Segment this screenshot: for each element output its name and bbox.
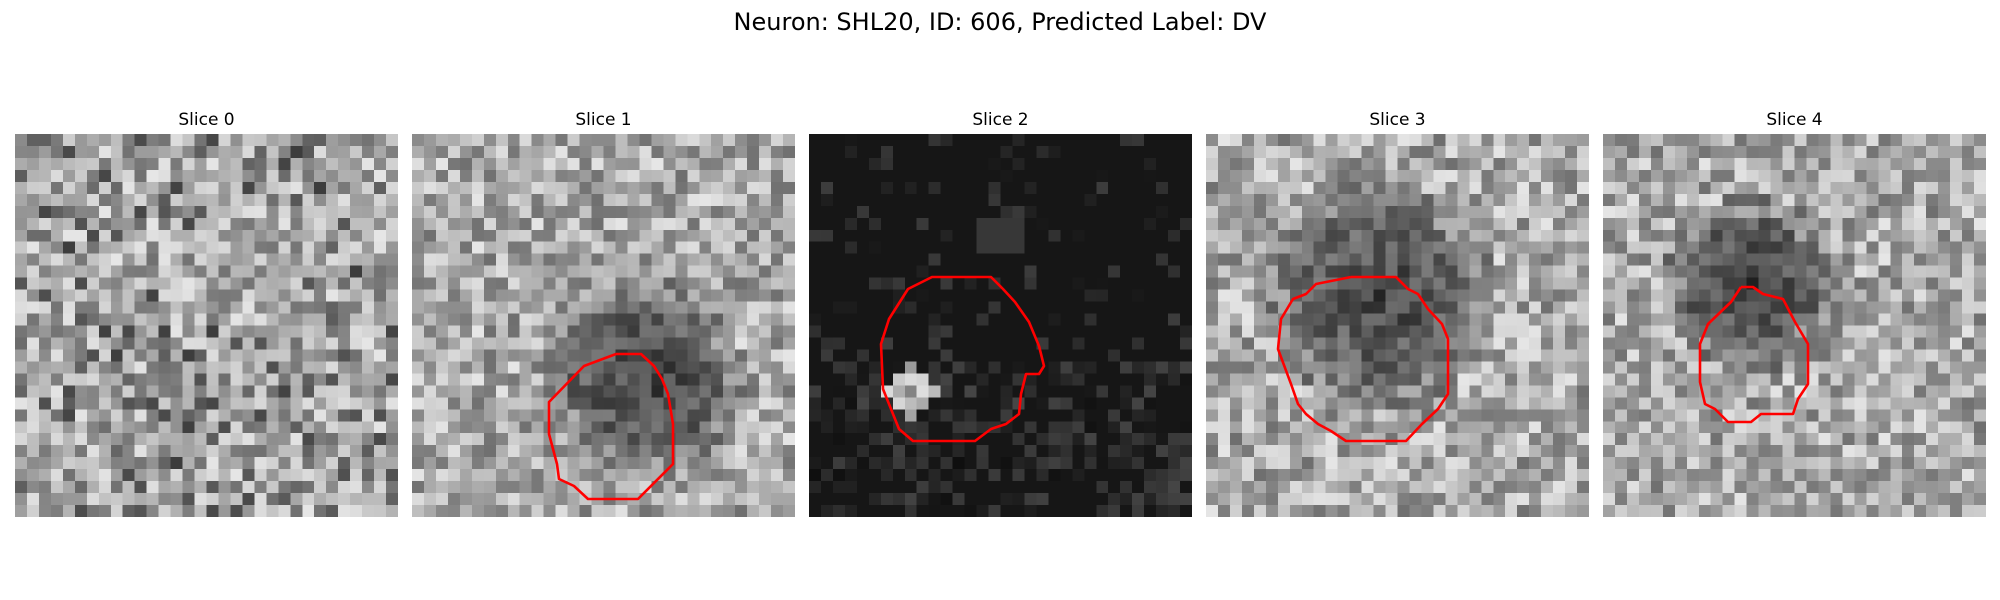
slice-panel-2: Slice 2 bbox=[809, 110, 1192, 517]
slice-panel-0: Slice 0 bbox=[15, 110, 398, 517]
slice-title: Slice 4 bbox=[1766, 110, 1823, 130]
slice-image-0 bbox=[15, 134, 398, 517]
slice-image-4 bbox=[1603, 134, 1986, 517]
slice-title: Slice 1 bbox=[575, 110, 632, 130]
slice-title: Slice 2 bbox=[972, 110, 1029, 130]
neuron-contour-1 bbox=[547, 352, 675, 501]
neuron-contour-3 bbox=[1276, 275, 1450, 443]
figure-title: Neuron: SHL20, ID: 606, Predicted Label:… bbox=[733, 8, 1267, 36]
slice-panel-4: Slice 4 bbox=[1603, 110, 1986, 517]
slice-image-3 bbox=[1206, 134, 1589, 517]
slice-panel-1: Slice 1 bbox=[412, 110, 795, 517]
neuron-contour-4 bbox=[1698, 285, 1810, 424]
slice-panel-3: Slice 3 bbox=[1206, 110, 1589, 517]
slice-title: Slice 0 bbox=[178, 110, 235, 130]
slice-image-2 bbox=[809, 134, 1192, 517]
neuron-contour-2 bbox=[879, 275, 1046, 443]
slice-title: Slice 3 bbox=[1369, 110, 1426, 130]
slice-image-1 bbox=[412, 134, 795, 517]
